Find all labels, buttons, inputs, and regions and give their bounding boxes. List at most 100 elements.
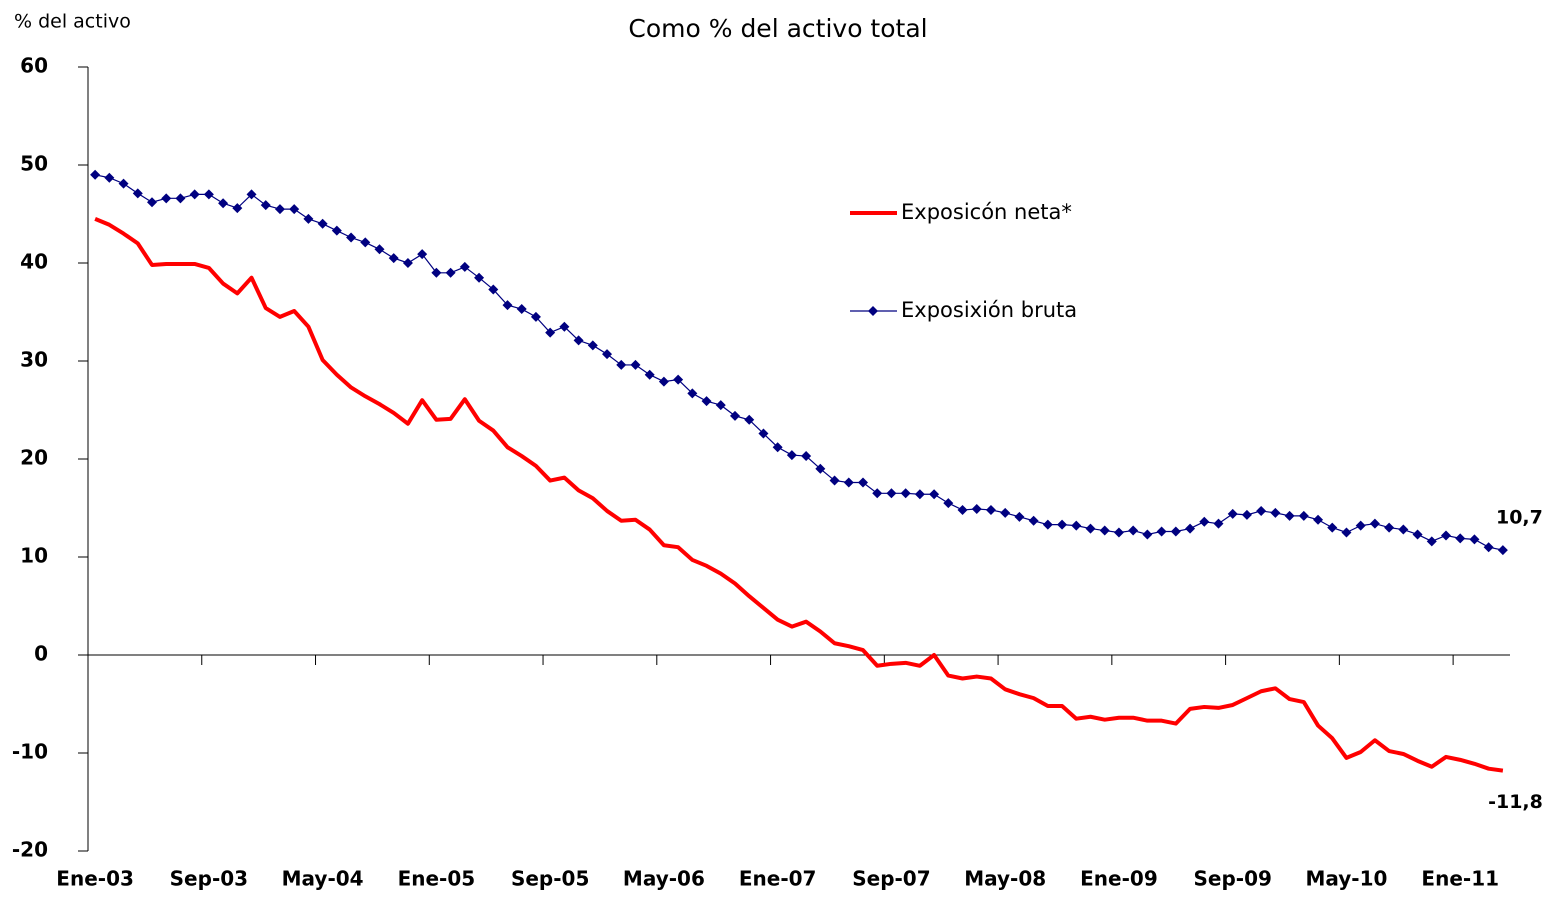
marker: [417, 249, 428, 260]
legend-label: Exposixión bruta: [901, 298, 1077, 322]
marker: [1199, 516, 1210, 527]
marker: [146, 197, 157, 208]
marker: [786, 450, 797, 461]
x-tick-label: Sep-05: [511, 867, 589, 891]
marker: [530, 311, 541, 322]
marker: [545, 327, 556, 338]
marker: [1227, 508, 1238, 519]
marker: [246, 189, 257, 200]
marker: [1099, 525, 1110, 536]
marker: [673, 374, 684, 385]
x-tick-label: Ene-05: [398, 867, 476, 891]
marker: [132, 188, 143, 199]
marker: [1412, 529, 1423, 540]
marker: [1426, 536, 1437, 547]
y-tick-label: -20: [12, 838, 48, 862]
marker: [388, 253, 399, 264]
marker: [431, 267, 442, 278]
x-tick-label: Ene-03: [56, 867, 134, 891]
marker: [317, 218, 328, 229]
marker: [815, 463, 826, 474]
marker: [1156, 526, 1167, 537]
marker: [346, 232, 357, 243]
marker: [857, 477, 868, 488]
marker: [744, 414, 755, 425]
marker: [260, 200, 271, 211]
marker: [1483, 542, 1494, 553]
marker: [843, 477, 854, 488]
marker: [1455, 533, 1466, 544]
marker: [985, 504, 996, 515]
marker: [1042, 519, 1053, 530]
marker: [474, 272, 485, 283]
marker: [559, 321, 570, 332]
marker: [1170, 526, 1181, 537]
marker: [1384, 522, 1395, 533]
marker: [914, 489, 925, 500]
marker: [1497, 545, 1508, 556]
marker: [1000, 507, 1011, 518]
marker: [1369, 518, 1380, 529]
marker: [1128, 525, 1139, 536]
marker: [829, 475, 840, 486]
marker: [90, 169, 101, 180]
x-tick-label: Sep-07: [852, 867, 930, 891]
marker: [658, 376, 669, 387]
x-tick-label: May-04: [282, 867, 364, 891]
marker: [630, 359, 641, 370]
marker: [772, 442, 783, 453]
marker: [175, 193, 186, 204]
marker: [1213, 518, 1224, 529]
marker: [1298, 510, 1309, 521]
marker: [1398, 524, 1409, 535]
marker: [118, 178, 129, 189]
y-tick-label: -10: [12, 740, 48, 764]
x-tick-label: Sep-09: [1193, 867, 1271, 891]
marker: [971, 503, 982, 514]
marker: [929, 489, 940, 500]
y-tick-label: 60: [20, 54, 48, 78]
value-label: -11,8: [1488, 791, 1543, 813]
marker: [445, 267, 456, 278]
marker: [104, 172, 115, 183]
marker: [943, 498, 954, 509]
marker: [872, 488, 883, 499]
marker: [488, 284, 499, 295]
series-line: [94, 174, 1504, 551]
y-tick-label: 0: [34, 642, 48, 666]
y-tick-label: 20: [20, 446, 48, 470]
marker: [957, 504, 968, 515]
marker: [502, 300, 513, 311]
marker: [1469, 534, 1480, 545]
marker: [687, 388, 698, 399]
marker: [1270, 507, 1281, 518]
x-tick-label: Ene-07: [739, 867, 817, 891]
marker: [1284, 510, 1295, 521]
marker: [573, 335, 584, 346]
legend-label: Exposicón neta*: [901, 200, 1072, 224]
x-tick-label: Ene-09: [1080, 867, 1158, 891]
marker: [289, 204, 300, 215]
marker: [715, 400, 726, 411]
marker: [1014, 511, 1025, 522]
marker: [203, 189, 214, 200]
chart-title: Como % del activo total: [628, 14, 927, 43]
marker: [516, 304, 527, 315]
marker: [587, 340, 598, 351]
marker: [1185, 523, 1196, 534]
marker: [1113, 527, 1124, 538]
marker: [616, 359, 627, 370]
marker: [1057, 519, 1068, 530]
marker: [1028, 515, 1039, 526]
marker: [360, 237, 371, 248]
y-tick-label: 30: [20, 348, 48, 372]
marker: [602, 349, 613, 360]
marker: [1241, 509, 1252, 520]
marker: [232, 203, 243, 214]
y-tick-label: 10: [20, 544, 48, 568]
x-tick-label: Ene-11: [1421, 867, 1499, 891]
marker: [1327, 522, 1338, 533]
y-tick-label: 50: [20, 152, 48, 176]
marker: [374, 244, 385, 255]
marker: [1085, 523, 1096, 534]
